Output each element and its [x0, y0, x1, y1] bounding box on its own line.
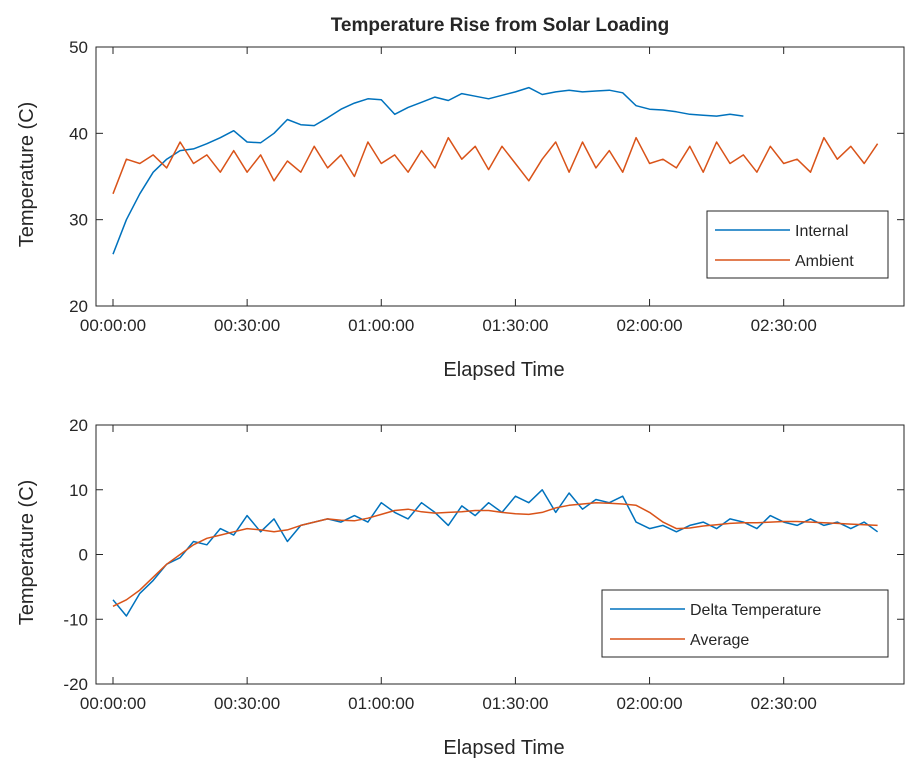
y-tick-label: -10 — [63, 610, 88, 629]
series-line-delta-temperature — [112, 489, 879, 617]
legend-label: Internal — [795, 223, 848, 240]
x-tick-label: 02:00:00 — [616, 316, 682, 335]
series-line-ambient — [112, 136, 879, 195]
x-tick-label: 01:00:00 — [348, 316, 414, 335]
y-tick-label: 40 — [69, 124, 88, 143]
y-tick-label: 0 — [79, 546, 88, 565]
x-axis-label: Elapsed Time — [443, 737, 564, 759]
legend-label: Ambient — [795, 253, 854, 270]
x-tick-label: 00:30:00 — [214, 316, 280, 335]
x-tick-label: 01:30:00 — [482, 316, 548, 335]
y-tick-label: 30 — [69, 211, 88, 230]
y-tick-label: 10 — [69, 481, 88, 500]
y-tick-label: -20 — [63, 675, 88, 694]
y-axis-label: Temperature (C) — [16, 480, 38, 626]
legend-label: Delta Temperature — [690, 602, 821, 619]
series-line-average — [112, 501, 878, 607]
x-tick-label: 01:30:00 — [482, 694, 548, 713]
legend-box — [601, 589, 889, 658]
x-tick-label: 00:30:00 — [214, 694, 280, 713]
figure-title: Temperature Rise from Solar Loading — [331, 15, 670, 36]
x-tick-label: 01:00:00 — [348, 694, 414, 713]
x-tick-label: 00:00:00 — [80, 316, 146, 335]
x-tick-label: 02:00:00 — [616, 694, 682, 713]
x-tick-label: 00:00:00 — [80, 694, 146, 713]
legend-label: Average — [690, 632, 749, 649]
x-tick-label: 02:30:00 — [751, 316, 817, 335]
plot-bottom: 00:00:00 00:30:00 01:00:00 01:30:00 02:00:00… — [16, 416, 905, 759]
y-axis-label: Temperature (C) — [16, 102, 38, 248]
legend-box — [706, 210, 889, 279]
plot-top: 00:00:00 00:30:00 01:00:00 01:30:00 02:00:00… — [16, 38, 905, 381]
x-tick-label: 02:30:00 — [751, 694, 817, 713]
y-tick-label: 50 — [69, 38, 88, 57]
series-line-internal — [112, 86, 744, 255]
y-tick-label: 20 — [69, 416, 88, 435]
x-axis-label: Elapsed Time — [443, 359, 564, 381]
y-tick-label: 20 — [69, 297, 88, 316]
